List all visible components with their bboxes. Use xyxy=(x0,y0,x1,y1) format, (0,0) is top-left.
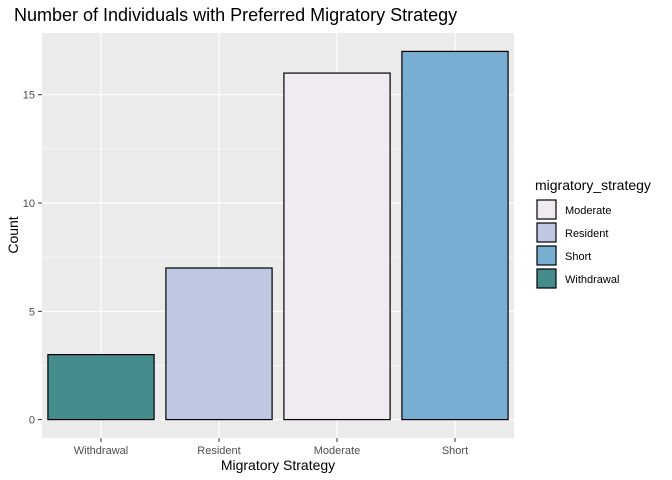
x-axis-title: Migratory Strategy xyxy=(221,457,335,473)
x-tick-label: Short xyxy=(442,445,468,457)
legend-key-resident xyxy=(536,222,557,243)
legend-label-withdrawal: Withdrawal xyxy=(565,274,619,286)
legend-label-short: Short xyxy=(565,251,591,263)
chart-title: Number of Individuals with Preferred Mig… xyxy=(14,5,457,25)
y-tick-label: 0 xyxy=(29,415,35,427)
x-axis: Withdrawal Resident Moderate Short xyxy=(74,438,468,457)
x-tick-label: Resident xyxy=(197,445,240,457)
legend-label-moderate: Moderate xyxy=(565,205,611,217)
bar-moderate xyxy=(283,72,391,421)
y-tick-label: 10 xyxy=(23,198,35,210)
bars xyxy=(47,50,509,421)
y-tick-label: 15 xyxy=(23,90,35,102)
y-axis: 0 5 10 15 xyxy=(23,90,42,427)
legend-key-short xyxy=(536,245,557,266)
legend-key-moderate xyxy=(536,199,557,220)
legend-label-resident: Resident xyxy=(565,228,608,240)
bar-withdrawal xyxy=(47,354,155,421)
legend: migratory_strategy Moderate Resident Short… xyxy=(535,177,651,289)
legend-title: migratory_strategy xyxy=(535,177,651,193)
legend-key-withdrawal xyxy=(536,268,557,289)
y-tick-label: 5 xyxy=(29,306,35,318)
y-axis-title: Count xyxy=(5,216,21,253)
bar-short xyxy=(401,50,509,421)
bar-resident xyxy=(165,267,273,421)
x-tick-label: Moderate xyxy=(314,445,360,457)
x-tick-label: Withdrawal xyxy=(74,445,128,457)
